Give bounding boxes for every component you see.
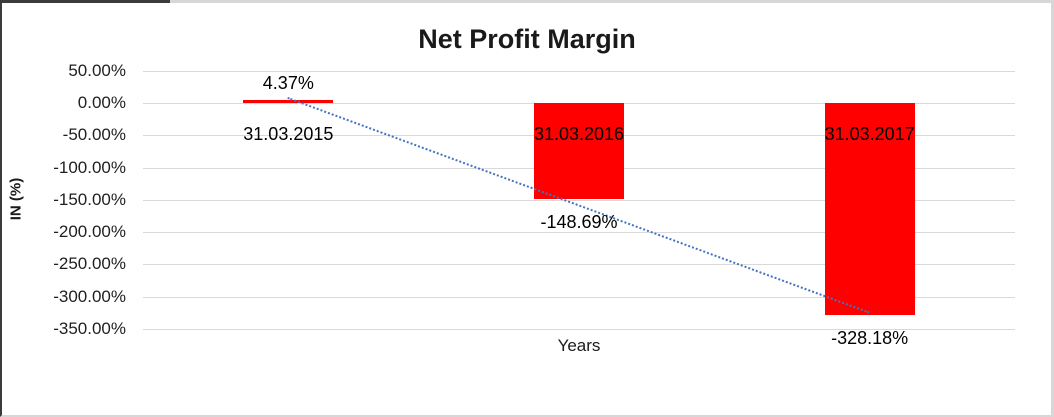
y-tick-label: 50.00% bbox=[68, 60, 126, 80]
y-tick-label: 0.00% bbox=[77, 93, 126, 112]
data-label: -148.69% bbox=[540, 211, 618, 232]
category-label: 31.03.2017 bbox=[824, 124, 915, 144]
y-tick-label: -100.00% bbox=[53, 157, 126, 177]
gridline bbox=[143, 296, 1015, 298]
y-axis-title: IN (%) bbox=[7, 177, 25, 221]
y-tick-label: -200.00% bbox=[53, 222, 126, 241]
chart-title: Net Profit Margin bbox=[418, 24, 636, 54]
gridline bbox=[143, 70, 1015, 72]
gridline bbox=[143, 328, 1015, 330]
category-label: 31.03.2015 bbox=[243, 124, 334, 144]
x-axis-title: Years bbox=[557, 336, 601, 355]
data-label: 4.37% bbox=[262, 73, 314, 93]
category-label: 31.03.2016 bbox=[533, 124, 625, 144]
bar bbox=[243, 100, 334, 103]
gridline bbox=[143, 199, 1015, 201]
y-tick-label: -50.00% bbox=[62, 125, 126, 145]
frame-accent bbox=[0, 0, 170, 3]
data-label: -328.18% bbox=[831, 327, 909, 348]
bar bbox=[534, 103, 624, 199]
bar bbox=[824, 103, 915, 315]
y-tick-label: -350.00% bbox=[53, 318, 126, 338]
gridline bbox=[143, 232, 1015, 233]
y-tick-label: -150.00% bbox=[53, 189, 126, 209]
gridline bbox=[143, 264, 1015, 266]
y-tick-label: -250.00% bbox=[53, 254, 126, 274]
y-tick-label: -300.00% bbox=[53, 286, 126, 306]
